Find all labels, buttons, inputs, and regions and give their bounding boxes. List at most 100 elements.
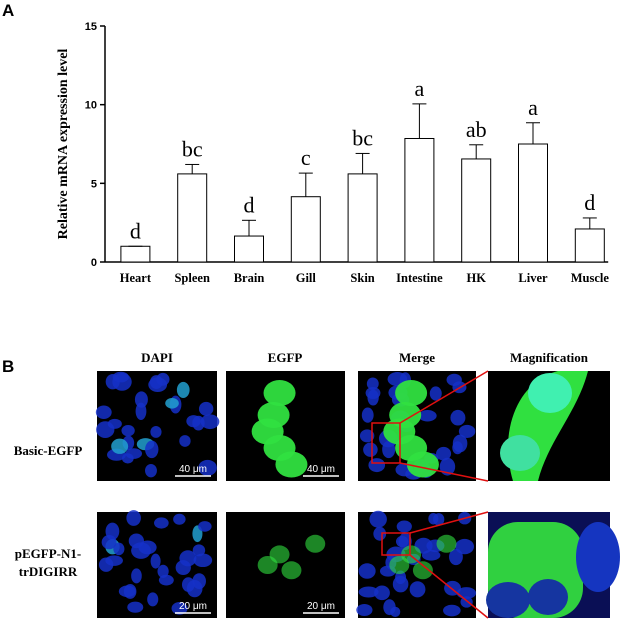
column-header: DAPI bbox=[141, 350, 173, 365]
nucleus bbox=[446, 373, 462, 386]
egfp-cell bbox=[275, 451, 308, 478]
nucleus bbox=[369, 510, 387, 528]
nucleus bbox=[147, 592, 159, 607]
bar bbox=[120, 245, 151, 263]
nucleus bbox=[121, 424, 135, 437]
nucleus bbox=[200, 414, 220, 430]
nucleus bbox=[436, 446, 452, 461]
error-bar bbox=[355, 152, 370, 174]
error-bar bbox=[242, 219, 256, 237]
panel-label: A bbox=[2, 1, 14, 20]
cells bbox=[251, 380, 308, 478]
x-tick-label: Gill bbox=[296, 271, 317, 285]
cells bbox=[98, 510, 213, 615]
row-label: Basic-EGFP bbox=[14, 443, 83, 458]
nucleus bbox=[359, 429, 375, 443]
x-tick-label: Brain bbox=[234, 271, 265, 285]
bar bbox=[347, 173, 378, 263]
nucleus bbox=[138, 540, 157, 555]
nucleus bbox=[157, 564, 169, 578]
nucleus bbox=[368, 458, 386, 473]
nucleus bbox=[373, 526, 387, 541]
nucleus bbox=[134, 391, 148, 408]
nucleus bbox=[111, 438, 129, 454]
error-bar bbox=[469, 144, 484, 159]
nucleus bbox=[113, 542, 125, 556]
significance-letter: a bbox=[528, 95, 538, 120]
egfp-cell bbox=[412, 561, 433, 580]
bar bbox=[461, 158, 492, 263]
nucleus bbox=[392, 575, 409, 593]
magnified-nucleus bbox=[528, 373, 572, 413]
y-axis-title: Relative mRNA expression level bbox=[56, 49, 71, 240]
significance-letter: bc bbox=[352, 125, 373, 150]
x-tick-label: Intestine bbox=[396, 271, 443, 285]
bar bbox=[177, 173, 208, 263]
significance-letter: d bbox=[584, 190, 595, 215]
zoom-line bbox=[399, 462, 489, 482]
error-bar bbox=[526, 122, 540, 144]
magnified-nucleus bbox=[576, 522, 620, 592]
nucleus bbox=[198, 459, 217, 476]
nucleus bbox=[158, 574, 174, 586]
nucleus bbox=[150, 425, 162, 438]
nucleus bbox=[429, 386, 442, 401]
bar bbox=[518, 143, 548, 263]
x-tick-label: Skin bbox=[350, 271, 374, 285]
nucleus bbox=[409, 581, 426, 598]
y-tick-label: 10 bbox=[85, 100, 97, 112]
nucleus bbox=[95, 405, 112, 420]
nucleus bbox=[101, 535, 117, 550]
nucleus bbox=[433, 513, 445, 526]
egfp-cell bbox=[406, 451, 439, 478]
error-bar bbox=[412, 103, 427, 139]
bar bbox=[404, 137, 435, 263]
nucleus bbox=[186, 415, 201, 428]
significance-letter: bc bbox=[182, 136, 203, 161]
x-tick-label: HK bbox=[466, 271, 486, 285]
egfp-cell bbox=[395, 380, 428, 406]
zoom-line bbox=[409, 511, 489, 534]
cells bbox=[356, 510, 477, 617]
nucleus bbox=[458, 424, 476, 438]
column-header: Magnification bbox=[510, 350, 589, 365]
cells bbox=[500, 371, 588, 481]
egfp-cell bbox=[401, 545, 422, 564]
nucleus bbox=[145, 463, 157, 478]
row-label: pEGFP-N1- bbox=[15, 546, 81, 561]
y-tick-label: 5 bbox=[91, 178, 97, 190]
nucleus bbox=[131, 568, 142, 584]
nucleus bbox=[150, 553, 161, 569]
nucleus bbox=[165, 397, 179, 409]
nucleus bbox=[149, 375, 163, 390]
row-label: trDIGIRR bbox=[19, 564, 78, 579]
nucleus bbox=[450, 409, 466, 426]
scale-label: 20 μm bbox=[179, 601, 207, 612]
egfp-cell bbox=[305, 534, 326, 553]
bar bbox=[290, 196, 321, 263]
nucleus bbox=[107, 418, 122, 429]
nucleus bbox=[176, 381, 190, 398]
significance-letter: d bbox=[130, 218, 141, 243]
micrographs: 40 μm 40 μm 20 μm 20 μm bbox=[95, 370, 620, 619]
panel-label: B bbox=[2, 357, 14, 376]
scale-label: 40 μm bbox=[179, 464, 207, 475]
zoom-box bbox=[371, 422, 401, 464]
egfp-cell bbox=[281, 561, 302, 580]
nucleus bbox=[118, 585, 136, 598]
significance-letter: d bbox=[244, 192, 255, 217]
nucleus bbox=[363, 442, 378, 457]
egfp-cell bbox=[263, 380, 296, 406]
bar bbox=[574, 228, 605, 263]
cells bbox=[486, 522, 620, 618]
nucleus bbox=[145, 440, 159, 459]
nucleus bbox=[198, 401, 214, 416]
nucleus bbox=[395, 535, 409, 548]
nucleus bbox=[179, 435, 191, 447]
bar-chart: 0 5 10 15 Heart d Spleen bc Brain d Gill c Skin bc Int… bbox=[85, 21, 610, 285]
x-tick-label: Muscle bbox=[571, 271, 610, 285]
nucleus bbox=[112, 371, 129, 383]
zoom-line bbox=[409, 554, 489, 619]
nucleus bbox=[173, 513, 186, 525]
